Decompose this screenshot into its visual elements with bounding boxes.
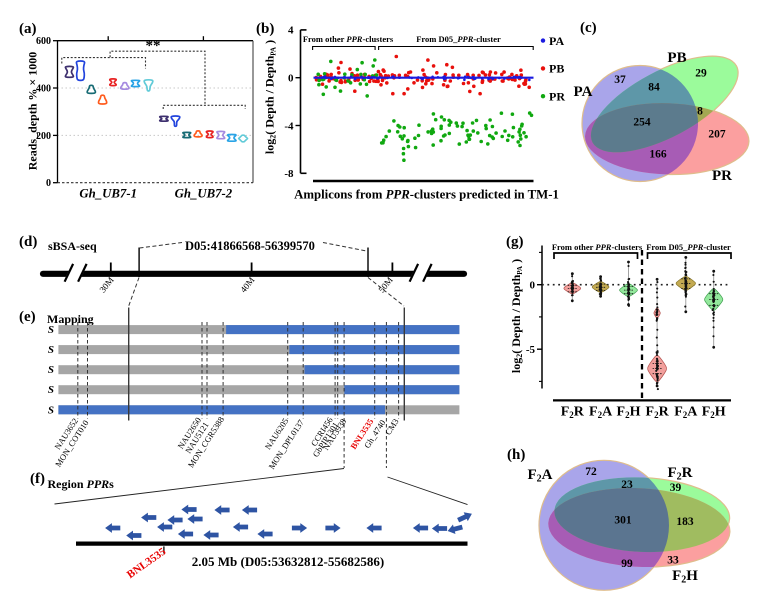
svg-text:8: 8 (697, 106, 703, 118)
svg-text:37: 37 (614, 74, 626, 86)
svg-text:S: S (48, 324, 54, 336)
svg-text:PA: PA (549, 34, 564, 48)
svg-text:From D05_PPR-cluster: From D05_PPR-cluster (646, 242, 731, 252)
svg-text:From D05_PPR-cluster: From D05_PPR-cluster (416, 34, 501, 44)
svg-text:-5: -5 (526, 344, 536, 356)
svg-text:log2( Depth / DepthPA ): log2( Depth / DepthPA ) (509, 259, 524, 373)
svg-text:Amplicons from PPR-clusters pr: Amplicons from PPR-clusters predicted in… (294, 188, 559, 202)
svg-text:33: 33 (667, 555, 679, 567)
svg-text:0: 0 (288, 73, 294, 85)
svg-text:207: 207 (708, 129, 726, 141)
svg-text:PB: PB (549, 62, 564, 76)
svg-text:F2A: F2A (527, 467, 552, 485)
svg-text:S: S (48, 404, 54, 416)
svg-text:(c): (c) (580, 20, 597, 36)
svg-text:0: 0 (530, 280, 536, 292)
svg-text:**: ** (146, 38, 161, 54)
svg-text:183: 183 (676, 516, 694, 528)
svg-text:S: S (48, 344, 54, 356)
svg-text:(h): (h) (507, 447, 525, 463)
svg-text:Gh_UB7-1: Gh_UB7-1 (79, 187, 137, 201)
svg-text:PR: PR (549, 89, 565, 103)
svg-text:Region PPRs: Region PPRs (48, 477, 115, 491)
svg-text:D05:41866568-56399570: D05:41866568-56399570 (185, 239, 315, 253)
svg-text:-4: -4 (284, 120, 294, 132)
svg-text:F2A: F2A (589, 405, 613, 421)
svg-text:23: 23 (621, 479, 633, 491)
svg-text:600: 600 (36, 36, 51, 47)
svg-text:99: 99 (621, 558, 633, 570)
svg-text:sBSA-seq: sBSA-seq (48, 239, 97, 253)
svg-text:Mapping: Mapping (47, 312, 94, 326)
svg-text:PB: PB (667, 50, 686, 66)
svg-text:Reads_depth % × 1000: Reads_depth % × 1000 (26, 52, 40, 171)
svg-text:log2( Depth / DepthPA ): log2( Depth / DepthPA ) (263, 40, 278, 154)
svg-text:39: 39 (670, 482, 682, 494)
svg-text:(d): (d) (19, 234, 37, 250)
svg-text:0: 0 (46, 178, 51, 189)
svg-text:2.05 Mb (D05:53632812-55682586: 2.05 Mb (D05:53632812-55682586) (192, 554, 384, 569)
svg-text:400: 400 (36, 84, 51, 95)
svg-text:F2R: F2R (561, 405, 585, 421)
svg-text:F2H: F2H (702, 405, 726, 421)
svg-text:166: 166 (649, 149, 667, 161)
svg-text:-8: -8 (284, 168, 294, 180)
svg-text:(e): (e) (19, 309, 36, 325)
svg-text:(g): (g) (506, 234, 524, 250)
svg-text:200: 200 (36, 131, 51, 142)
svg-text:4: 4 (288, 25, 294, 37)
svg-text:84: 84 (648, 82, 660, 94)
svg-text:301: 301 (614, 515, 632, 527)
svg-text:(a): (a) (19, 21, 37, 37)
svg-text:S: S (48, 364, 54, 376)
svg-text:From other PPR-clusters: From other PPR-clusters (552, 242, 643, 252)
svg-text:From other PPR-clusters: From other PPR-clusters (303, 34, 394, 44)
svg-text:PA: PA (574, 84, 593, 100)
svg-text:72: 72 (585, 466, 597, 478)
svg-text:254: 254 (633, 117, 651, 129)
svg-text:(f): (f) (30, 471, 45, 487)
svg-text:S: S (48, 384, 54, 396)
svg-text:(b): (b) (256, 21, 274, 37)
svg-text:Gh_UB7-2: Gh_UB7-2 (175, 187, 233, 201)
svg-text:29: 29 (695, 68, 707, 80)
svg-text:F2R: F2R (646, 405, 670, 421)
svg-text:F2R: F2R (667, 465, 692, 483)
svg-text:PR: PR (712, 168, 732, 184)
svg-text:F2H: F2H (672, 568, 698, 586)
svg-text:F2H: F2H (617, 405, 641, 421)
svg-text:F2A: F2A (674, 405, 698, 421)
